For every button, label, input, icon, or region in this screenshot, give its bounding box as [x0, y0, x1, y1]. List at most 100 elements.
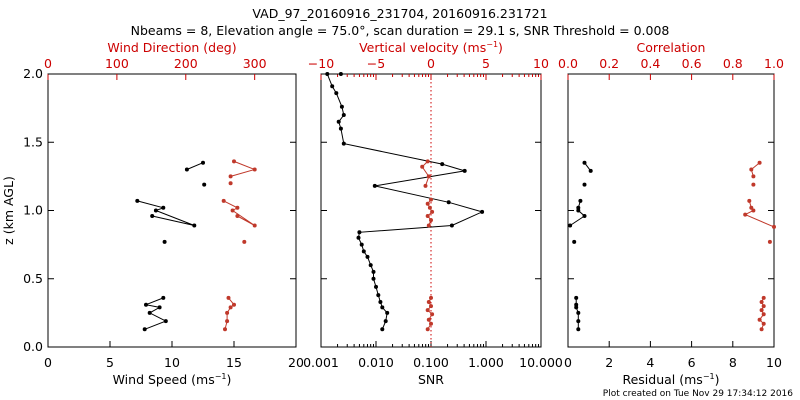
x-tick-label: 20	[288, 355, 304, 370]
series-line	[326, 73, 484, 330]
x-tick-label: 8	[729, 355, 737, 370]
data-point	[385, 310, 390, 315]
data-point	[150, 214, 155, 218]
data-point	[426, 223, 431, 228]
data-point	[235, 214, 240, 218]
red-series	[221, 159, 257, 332]
data-point	[578, 198, 583, 203]
figure-title-line2: Nbeams = 8, Elevation angle = 75.0°, sca…	[131, 23, 670, 38]
data-point	[380, 305, 385, 310]
x-tick-label: 0.010	[358, 355, 394, 370]
black-series	[135, 160, 207, 332]
data-point	[232, 159, 236, 164]
data-point	[334, 91, 339, 96]
data-point	[144, 302, 148, 307]
top-x-tick-label: 0.4	[640, 56, 660, 71]
series-line	[137, 200, 195, 226]
top-x-tick-label: −10	[308, 56, 334, 71]
data-point	[228, 181, 233, 186]
data-point	[576, 327, 581, 332]
data-point	[221, 198, 226, 203]
data-point	[357, 230, 362, 235]
data-point	[235, 205, 240, 210]
y-tick-label: 0.5	[23, 271, 43, 286]
data-point	[574, 302, 579, 307]
black-series	[325, 72, 485, 332]
data-point	[338, 126, 343, 131]
data-point	[225, 310, 230, 315]
data-point	[336, 119, 341, 124]
data-point	[426, 300, 431, 304]
data-point	[761, 321, 766, 326]
data-point	[425, 159, 430, 164]
data-point	[341, 113, 346, 117]
top-x-tick-label: 10	[533, 56, 549, 71]
data-point	[425, 327, 430, 332]
data-point	[425, 214, 430, 218]
y-tick-label: 1.0	[23, 203, 43, 218]
x-tick-label: 1.000	[468, 355, 504, 370]
x-tick-label: 0.001	[303, 355, 339, 370]
figure-title-line1: VAD_97_20160916_231704, 20160916.231721	[252, 6, 547, 21]
data-point	[749, 167, 754, 172]
data-point	[330, 84, 335, 89]
data-point	[761, 304, 766, 309]
red-series	[420, 159, 435, 332]
x-tick-label: 4	[646, 355, 654, 370]
plot-frame	[47, 73, 297, 348]
x-tick-label: 2	[605, 355, 613, 370]
x-axis-label: Wind Speed (ms−1)	[113, 372, 232, 387]
data-point	[225, 319, 230, 324]
data-point	[380, 327, 385, 332]
data-point	[772, 224, 776, 229]
data-point	[751, 208, 756, 213]
data-point	[242, 239, 247, 244]
data-point	[588, 168, 593, 173]
top-x-tick-label: 5	[482, 56, 490, 71]
chart-panel-2: 0.001 0.010 0.100 1.000 10.000 SNR −10 −5 0 5 10 Ve…	[303, 40, 563, 387]
data-point	[359, 242, 364, 247]
data-point	[426, 174, 431, 179]
data-point	[161, 205, 166, 210]
data-point	[339, 104, 344, 109]
series-line	[744, 200, 775, 228]
y-tick-label: 0.0	[23, 339, 43, 354]
data-point	[576, 205, 581, 210]
plot-frame	[567, 73, 775, 348]
series-line	[223, 200, 255, 226]
x-tick-label: 10	[766, 355, 782, 370]
x-tick-label: 0	[44, 355, 52, 370]
data-point	[429, 321, 433, 326]
data-point	[568, 223, 573, 228]
top-x-tick-label: 1.0	[764, 56, 784, 71]
y-tick-label: 1.5	[23, 134, 43, 149]
data-point	[574, 295, 579, 300]
data-point	[361, 249, 366, 254]
data-point	[751, 182, 756, 187]
top-x-axis-label: Vertical velocity (ms−1)	[359, 40, 503, 55]
data-point	[142, 327, 147, 332]
data-point	[135, 198, 140, 203]
top-x-tick-label: 0	[427, 56, 435, 71]
data-point	[427, 205, 432, 210]
data-point	[576, 319, 581, 324]
x-tick-label: 10.000	[519, 355, 563, 370]
data-point	[761, 295, 766, 300]
chart-panel-1: 0 5 10 15 20 Wind Speed (ms−1) 0 100 200 300 Wind …	[1, 40, 304, 387]
data-point	[341, 141, 346, 146]
x-tick-label: 15	[226, 355, 242, 370]
series-line	[144, 297, 168, 330]
data-point	[420, 164, 425, 169]
series-line	[186, 162, 204, 170]
data-point	[759, 300, 764, 304]
top-x-tick-label: 200	[174, 56, 198, 71]
data-point	[184, 167, 189, 172]
red-series	[743, 160, 776, 332]
data-point	[582, 160, 587, 165]
data-point	[163, 319, 168, 324]
data-point	[757, 160, 762, 165]
data-point	[230, 208, 235, 213]
data-point	[147, 310, 152, 315]
